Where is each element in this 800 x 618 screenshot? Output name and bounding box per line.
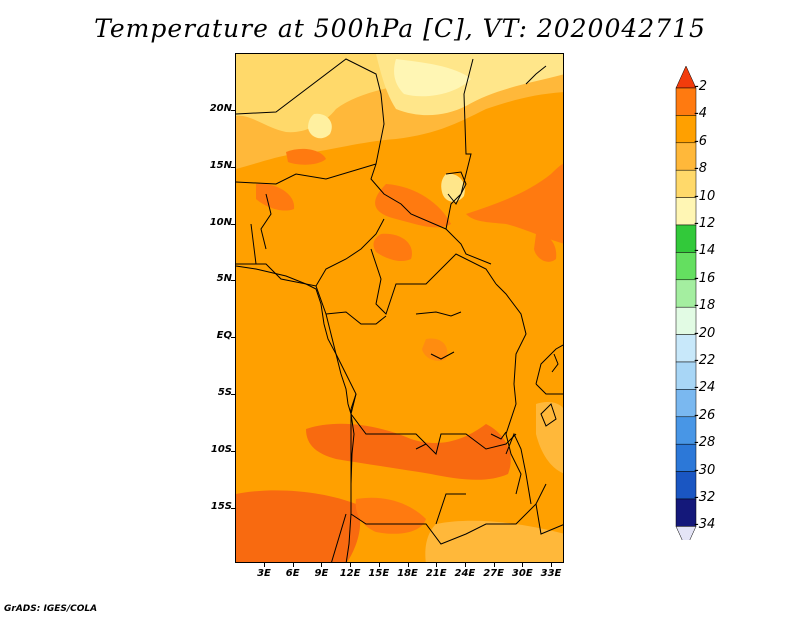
lat-label: 20N [209, 103, 232, 114]
country-borders [236, 58, 563, 562]
colorbar-label: -20 [694, 325, 716, 341]
lat-tick [231, 450, 235, 452]
colorbar-segment [675, 389, 697, 418]
sahel-hot-4 [534, 233, 557, 262]
southern-hot-3 [355, 497, 426, 534]
colorbar-segment [675, 169, 697, 198]
southern-hot-2 [236, 490, 361, 562]
colorbar-segment [675, 306, 697, 335]
temperature-map [236, 54, 563, 562]
lon-tick [407, 563, 409, 567]
sahel-hot-2 [375, 184, 451, 228]
colorbar-segment [675, 361, 697, 390]
lon-tick [551, 563, 552, 567]
colorbar-label: -22 [694, 353, 716, 368]
colorbar-segment [675, 142, 697, 171]
colorbar-label: -16 [694, 270, 716, 286]
lat-tick [231, 110, 235, 111]
lat-tick [231, 507, 235, 509]
lon-label: 33E [540, 568, 562, 579]
sahara-pale-4 [308, 113, 332, 139]
lat-label: 10N [209, 216, 232, 228]
central-hot-1 [422, 338, 448, 361]
lon-label: 24E [454, 568, 476, 579]
lat-tick [231, 337, 235, 339]
lon-label: 18E [397, 568, 418, 579]
colorbar-segment [675, 224, 697, 253]
colorbar-segment [675, 197, 697, 226]
lat-label: 15N [209, 159, 232, 171]
coastline [236, 265, 355, 562]
colorbar-label: -4 [694, 106, 707, 122]
colorbar-segment [675, 498, 697, 527]
colorbar [675, 65, 697, 540]
lat-tick [231, 280, 235, 282]
lat-label: 10S [210, 443, 232, 455]
lon-tick [464, 563, 466, 567]
southern-hot-1 [306, 423, 511, 480]
map-panel [235, 53, 564, 563]
lat-label: 15S [210, 500, 232, 512]
lon-label: 27E [483, 568, 504, 579]
colorbar-segment [675, 87, 697, 116]
lon-label: 30E [511, 568, 533, 579]
lon-label: 6E [285, 568, 300, 579]
colorbar-label: -30 [694, 462, 716, 478]
sahel-hot-3 [466, 163, 563, 244]
sahara-pale-3 [394, 59, 471, 97]
colorbar-label: -28 [694, 435, 716, 451]
sahel-hot-1 [286, 148, 326, 165]
lon-tick [522, 563, 524, 567]
colorbar-segment [675, 252, 697, 281]
colorbar-label: -12 [694, 216, 716, 231]
sahel-hot-5 [256, 183, 295, 211]
colorbar-label: -2 [694, 79, 707, 94]
lat-label: 5S [217, 387, 232, 398]
colorbar-label: -26 [694, 407, 716, 423]
lat-tick [231, 223, 235, 225]
colorbar-label: -32 [694, 490, 716, 505]
lon-label: 21E [425, 568, 447, 579]
colorbar-segment [675, 416, 697, 445]
colorbar-label: -10 [694, 188, 716, 204]
lon-label: 3E [257, 568, 271, 579]
colorbar-segment [675, 471, 697, 500]
lat-tick [231, 394, 235, 395]
colorbar-segment [675, 279, 697, 308]
colorbar-bottom-arrow [675, 526, 697, 540]
lon-label: 15E [368, 568, 390, 579]
lon-tick [378, 563, 380, 567]
colorbar-label: -24 [694, 380, 716, 396]
colorbar-top-arrow [675, 65, 697, 89]
colorbar-label: -18 [694, 298, 716, 314]
grads-credit: GrADS: IGES/COLA [4, 604, 98, 614]
colorbar-segment [675, 115, 697, 144]
southern-cool-2 [536, 402, 563, 474]
lat-tick [231, 166, 235, 168]
sahel-hot-6 [373, 233, 412, 262]
lon-label: 9E [314, 568, 329, 579]
colorbar-label: -34 [694, 517, 716, 533]
plot-title: Temperature at 500hPa [C], VT: 202004271… [94, 14, 706, 43]
colorbar-label: -6 [694, 133, 707, 149]
lon-tick [264, 563, 265, 567]
lon-tick [436, 563, 438, 567]
lon-tick [493, 563, 495, 567]
lat-label: EQ [216, 330, 232, 342]
colorbar-label: -8 [694, 161, 707, 177]
lon-tick [350, 563, 352, 567]
lon-tick [292, 563, 294, 567]
colorbar-segment [675, 334, 697, 363]
colorbar-segment [675, 443, 697, 472]
lon-label: 12E [339, 568, 361, 579]
southern-cool-1 [425, 520, 563, 562]
lon-tick [321, 563, 323, 567]
lat-label: 5N [216, 273, 232, 285]
colorbar-label: -14 [694, 243, 716, 259]
sahara-pale-5 [441, 173, 465, 202]
